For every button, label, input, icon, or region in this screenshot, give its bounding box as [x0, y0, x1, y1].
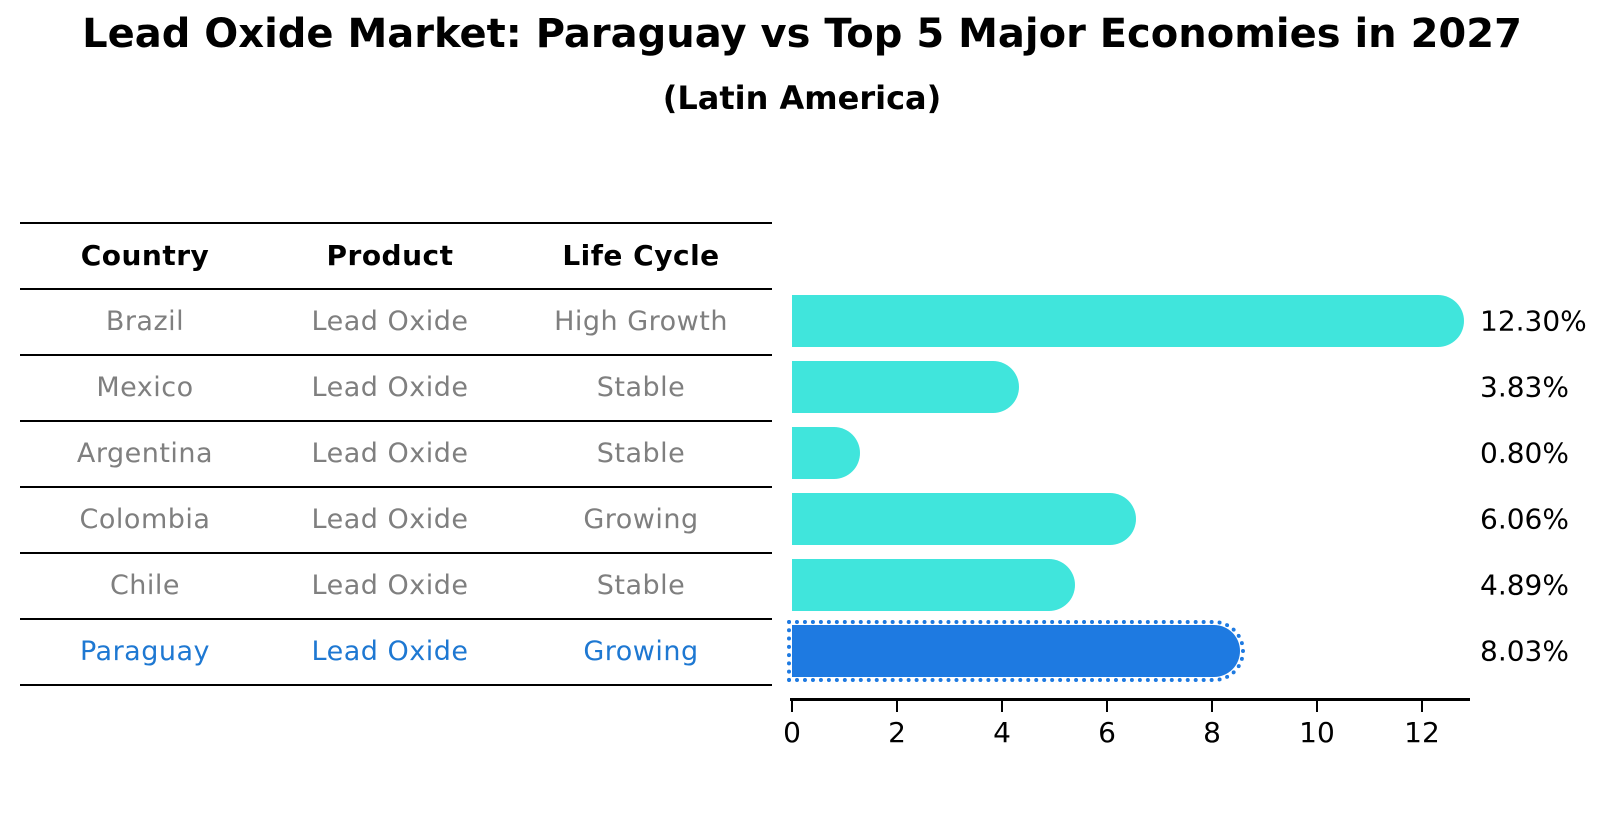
chart-subtitle: (Latin America) — [662, 79, 942, 117]
table-cell-product: Lead Oxide — [311, 503, 469, 535]
table-divider-line — [20, 288, 772, 290]
x-tick-label-12: 12 — [1404, 716, 1440, 749]
table-cell-product: Lead Oxide — [311, 437, 469, 469]
x-tick-4 — [1001, 701, 1003, 712]
x-tick-0 — [791, 701, 793, 712]
value-label-paraguay: 8.03% — [1480, 634, 1569, 668]
table-divider-line — [20, 552, 772, 554]
table-row-chile: Chile Lead Oxide Stable — [20, 552, 772, 618]
table-divider-line — [20, 420, 772, 422]
value-label-mexico: 3.83% — [1480, 370, 1569, 404]
x-tick-label-6: 6 — [1098, 716, 1116, 749]
bar-chile — [792, 559, 1075, 611]
chart-title: Lead Oxide Market: Paraguay vs Top 5 Maj… — [82, 11, 1522, 57]
table-cell-product: Lead Oxide — [311, 305, 469, 337]
x-tick-label-8: 8 — [1203, 716, 1221, 749]
table-divider-line — [20, 222, 772, 224]
x-tick-label-0: 0 — [783, 716, 801, 749]
table-header-cell-country: Country — [80, 238, 210, 272]
bar-colombia — [792, 493, 1136, 545]
table-cell-country: Argentina — [76, 437, 214, 469]
table-cell-life_cycle: Growing — [583, 635, 699, 667]
table-cell-country: Paraguay — [79, 635, 211, 667]
x-tick-2 — [896, 701, 898, 712]
x-tick-label-10: 10 — [1299, 716, 1335, 749]
table-header-row: Country Product Life Cycle — [20, 222, 772, 288]
table-divider-line — [20, 354, 772, 356]
table-cell-life_cycle: Stable — [596, 371, 686, 403]
table-divider-line — [20, 486, 772, 488]
table-cell-life_cycle: High Growth — [554, 305, 728, 337]
value-label-brazil: 12.30% — [1480, 304, 1587, 338]
table-header-cell-product: Product — [326, 238, 454, 272]
table-divider-line — [20, 618, 772, 620]
table-cell-product: Lead Oxide — [311, 635, 469, 667]
x-tick-6 — [1106, 701, 1108, 712]
table-cell-country: Brazil — [105, 305, 185, 337]
table-cell-product: Lead Oxide — [311, 569, 469, 601]
table-cell-country: Mexico — [96, 371, 194, 403]
bar-paraguay — [787, 620, 1245, 682]
x-tick-label-2: 2 — [888, 716, 906, 749]
table-header-cell-life_cycle: Life Cycle — [562, 238, 720, 272]
table-row-mexico: Mexico Lead Oxide Stable — [20, 354, 772, 420]
table-cell-country: Chile — [109, 569, 181, 601]
table-cell-life_cycle: Stable — [596, 569, 686, 601]
table-row-paraguay: Paraguay Lead Oxide Growing — [20, 618, 772, 684]
x-axis-line — [790, 698, 1470, 701]
table-row-colombia: Colombia Lead Oxide Growing — [20, 486, 772, 552]
x-tick-label-4: 4 — [993, 716, 1011, 749]
table-row-brazil: Brazil Lead Oxide High Growth — [20, 288, 772, 354]
value-label-argentina: 0.80% — [1480, 436, 1569, 470]
table-cell-life_cycle: Growing — [583, 503, 699, 535]
x-tick-10 — [1316, 701, 1318, 712]
table-divider-line — [20, 684, 772, 686]
value-label-colombia: 6.06% — [1480, 502, 1569, 536]
value-label-chile: 4.89% — [1480, 568, 1569, 602]
table-row-argentina: Argentina Lead Oxide Stable — [20, 420, 772, 486]
bar-brazil — [792, 295, 1464, 347]
x-tick-8 — [1211, 701, 1213, 712]
table-cell-country: Colombia — [79, 503, 211, 535]
table-cell-product: Lead Oxide — [311, 371, 469, 403]
table-cell-life_cycle: Stable — [596, 437, 686, 469]
x-tick-12 — [1421, 701, 1423, 712]
bar-argentina — [792, 427, 860, 479]
bar-mexico — [792, 361, 1019, 413]
